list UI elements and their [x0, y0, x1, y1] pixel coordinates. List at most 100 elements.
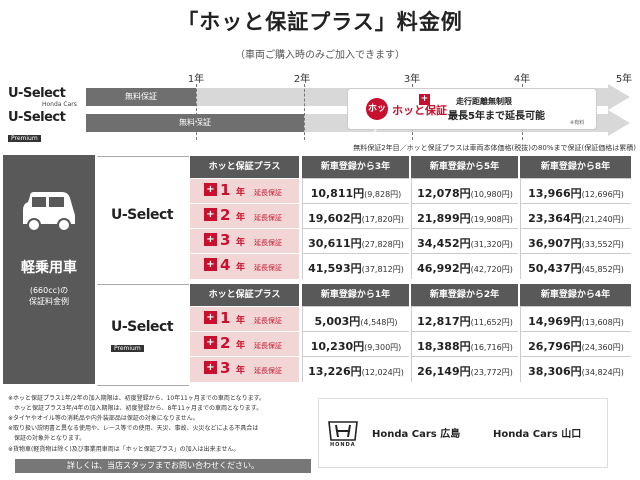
- price-without-tax: (42,720円): [470, 265, 513, 274]
- price-without-tax: (12,696円): [581, 190, 624, 199]
- divider: [304, 84, 305, 140]
- price-cell: 23,364円(21,240円): [520, 203, 631, 229]
- plan-extension: 延長保証: [254, 342, 282, 350]
- extension-text: 最長5年まで延長可能: [448, 111, 545, 122]
- hotto-plus-name: ホッと保証: [392, 104, 447, 117]
- mileage-text: 走行距離無制限: [456, 97, 512, 106]
- dealer-name: Honda Cars 山口: [493, 429, 582, 440]
- table-header: 新車登録から2年: [411, 284, 518, 306]
- plan-label: +3 年延長保証: [190, 356, 299, 382]
- plus-cross-icon: +: [204, 258, 217, 271]
- paid-note: ※有料: [570, 120, 585, 126]
- plus-cross-icon: +: [204, 233, 217, 246]
- warranty-note: 無料保証2年目／ホッと保証プラスは車両本体価格(税抜)の80%まで保証(保証価格…: [353, 144, 636, 152]
- plan-year-unit: 年: [236, 316, 246, 326]
- plan-year-unit: 年: [236, 341, 246, 351]
- price-cell: 38,306円(34,824円): [520, 356, 631, 382]
- u-select-premium-section: U-Select Premium: [97, 284, 189, 386]
- price-with-tax: 13,226円: [308, 365, 362, 378]
- plus-cross-icon: +: [204, 183, 217, 196]
- price-cell: 36,907円(33,552円): [520, 228, 631, 254]
- price-cell: 18,388円(16,716円): [411, 331, 518, 357]
- u-select-premium-logo: U-Select Premium: [8, 110, 66, 142]
- price-with-tax: 18,388円: [417, 340, 471, 353]
- footnote: ※タイヤやオイル等の消耗品や内外装部品は保証の対象になりません。: [8, 415, 199, 422]
- category-name: 軽乗用車: [21, 260, 77, 276]
- price-cell: 26,796円(24,360円): [520, 331, 631, 357]
- plan-years: 3: [220, 231, 231, 249]
- u-select-section: U-Select: [97, 156, 189, 285]
- price-without-tax: (10,980円): [470, 190, 513, 199]
- price-cell: 46,992円(42,720円): [411, 253, 518, 279]
- plus-cross-icon: +: [204, 336, 217, 349]
- plus-cross-icon: +: [204, 208, 217, 221]
- dealer-box: [318, 398, 608, 468]
- price-with-tax: 46,992円: [417, 262, 471, 275]
- price-cell: 5,003円(4,548円): [302, 306, 409, 332]
- price-with-tax: 38,306円: [528, 365, 582, 378]
- price-with-tax: 10,811円: [310, 187, 365, 200]
- free-warranty-bar: 無料保証: [86, 88, 196, 106]
- arrow-head: [608, 110, 630, 136]
- plan-year-unit: 年: [236, 188, 246, 198]
- divider: [196, 84, 197, 140]
- plan-year-unit: 年: [236, 366, 246, 376]
- price-without-tax: (21,240円): [581, 215, 624, 224]
- page-subtitle: （車両ご購入時のみご加入できます）: [235, 50, 405, 61]
- free-warranty-bar: 無料保証: [86, 114, 304, 132]
- category-sub: (660cc)の: [29, 286, 69, 295]
- price-with-tax: 12,817円: [417, 315, 471, 328]
- price-cell: 13,966円(12,696円): [520, 178, 631, 204]
- plan-years: 1: [220, 181, 231, 199]
- u-select-logo: U-Select: [111, 207, 174, 223]
- price-cell: 50,437円(45,852円): [520, 253, 631, 279]
- price-with-tax: 26,149円: [417, 365, 471, 378]
- plan-years: 1: [220, 309, 231, 327]
- plan-label: +1 年延長保証: [190, 306, 299, 332]
- price-without-tax: (11,652円): [470, 318, 513, 327]
- table-header: 新車登録から1年: [302, 284, 409, 306]
- price-without-tax: (13,608円): [581, 318, 624, 327]
- table-header: 新車登録から8年: [520, 156, 631, 178]
- price-without-tax: (27,828円): [361, 240, 404, 249]
- price-without-tax: (4,548円): [360, 318, 398, 327]
- category-sub: 保証料金例: [29, 297, 69, 306]
- price-without-tax: (9,828円): [364, 190, 402, 199]
- plan-years: 3: [220, 359, 231, 377]
- year-label: 3年: [403, 74, 421, 85]
- footnote: 保証の対象外となります。: [8, 435, 86, 442]
- u-select-logo: U-Select Honda Cars: [8, 86, 77, 108]
- price-with-tax: 41,593円: [308, 262, 362, 275]
- car-icon: [23, 192, 75, 232]
- price-without-tax: (12,024円): [361, 368, 404, 377]
- plan-years: 2: [220, 334, 231, 352]
- plan-label: +2 年延長保証: [190, 331, 299, 357]
- price-without-tax: (45,852円): [581, 265, 624, 274]
- plus-cross-icon: +: [204, 361, 217, 374]
- footnote: ※貨物車(軽貨物は除く)及び事業用車両は「ホッと保証プラス」の加入は出来ません。: [8, 446, 240, 453]
- price-with-tax: 13,966円: [528, 187, 582, 200]
- price-with-tax: 30,611円: [308, 237, 362, 250]
- price-without-tax: (9,300円): [364, 343, 402, 352]
- plan-years: 4: [220, 256, 231, 274]
- plan-year-unit: 年: [236, 213, 246, 223]
- plan-label: +4 年延長保証: [190, 253, 299, 279]
- plan-extension: 延長保証: [254, 317, 282, 325]
- table-header: 新車登録から3年: [302, 156, 409, 178]
- price-without-tax: (19,908円): [470, 215, 513, 224]
- price-cell: 14,969円(13,608円): [520, 306, 631, 332]
- price-cell: 41,593円(37,812円): [302, 253, 409, 279]
- plan-extension: 延長保証: [254, 264, 282, 272]
- price-with-tax: 5,003円: [314, 315, 361, 328]
- footnote: ※ホッと保証プラス1年/2年の加入期限は、初度登録から、10年11ヶ月までの車両…: [8, 395, 266, 402]
- price-without-tax: (24,360円): [581, 343, 624, 352]
- honda-wordmark: HONDA: [330, 442, 356, 448]
- dealer-name: Honda Cars 広島: [372, 429, 461, 440]
- price-cell: 21,899円(19,908円): [411, 203, 518, 229]
- price-cell: 10,230円(9,300円): [302, 331, 409, 357]
- plus-cross-icon: +: [419, 94, 430, 105]
- price-with-tax: 21,899円: [417, 212, 471, 225]
- hotto-badge-icon: ホッと: [366, 98, 388, 136]
- hotto-plus-callout: [347, 88, 597, 130]
- price-with-tax: 50,437円: [528, 262, 582, 275]
